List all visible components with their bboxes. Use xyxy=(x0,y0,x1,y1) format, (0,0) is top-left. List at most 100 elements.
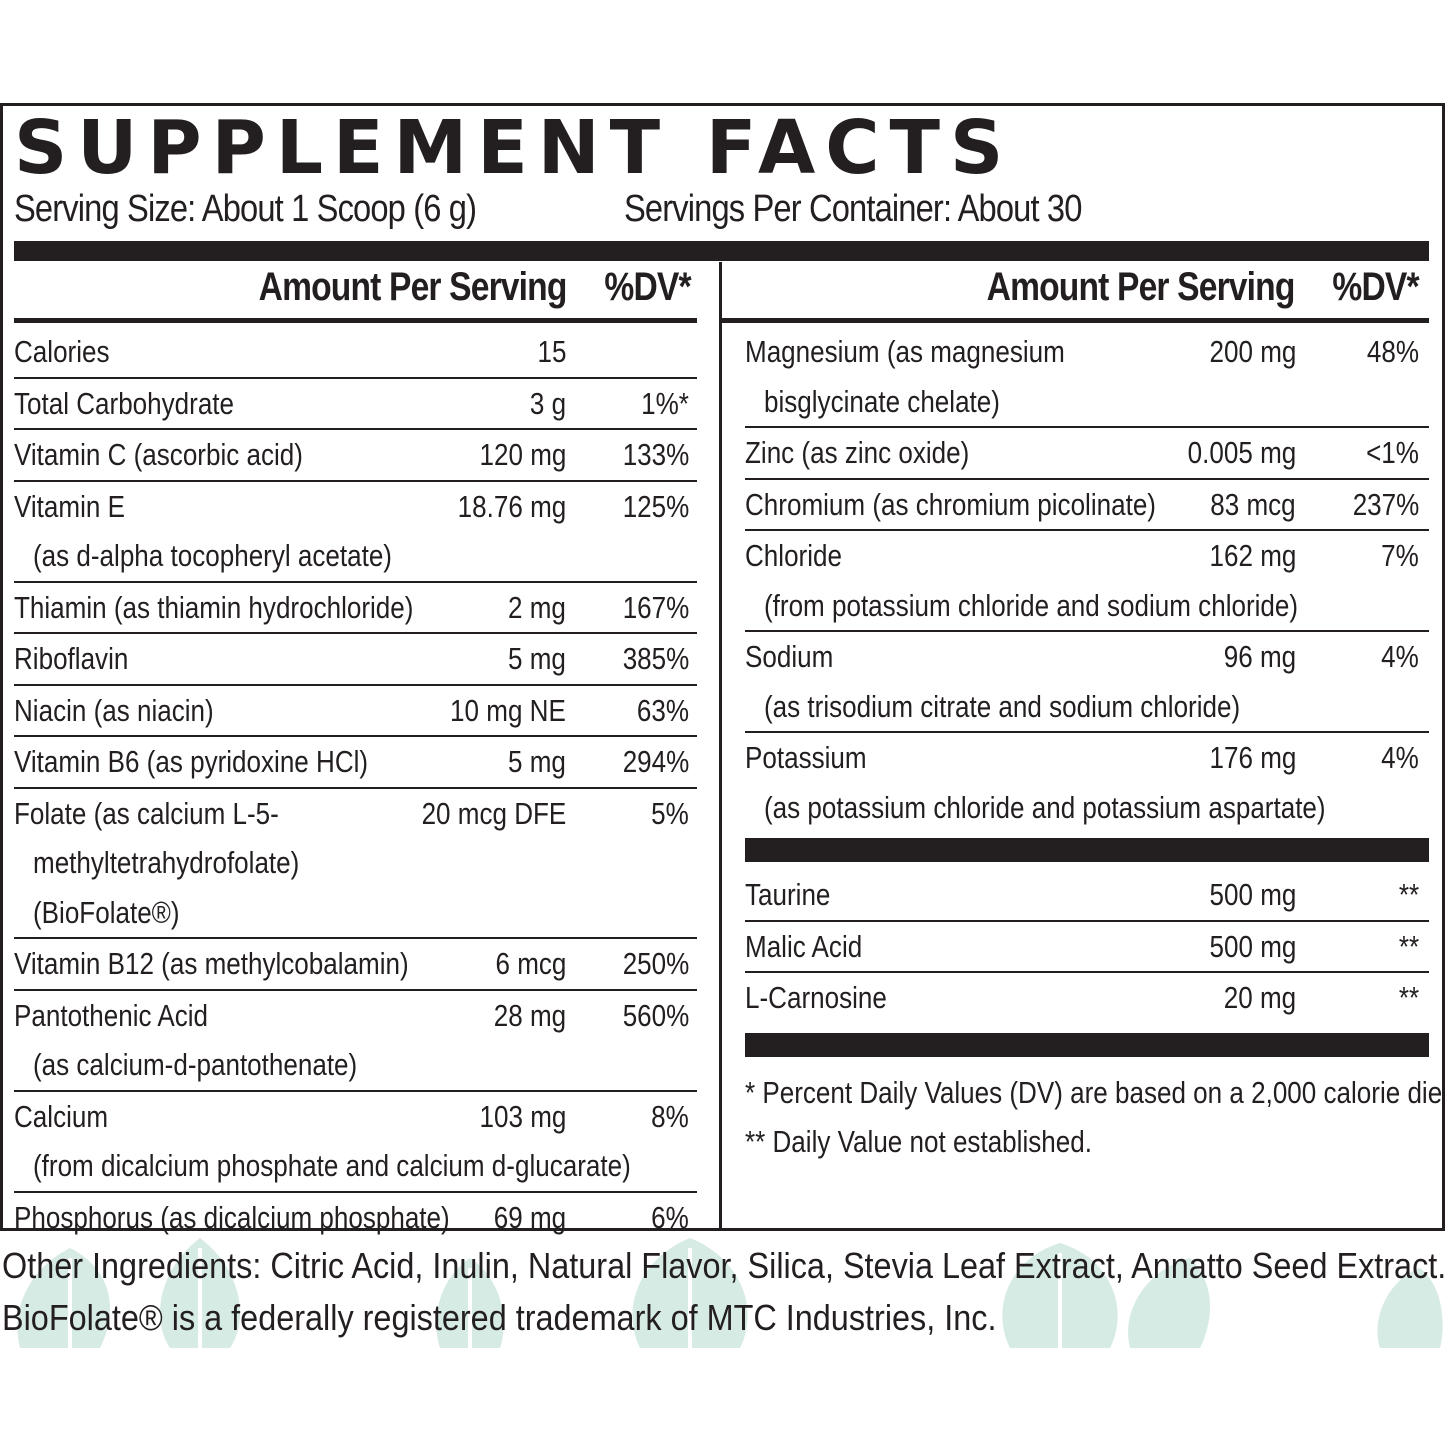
nutrient-source: bisglycinate chelate) xyxy=(764,383,1000,419)
nutrient-dv: 8% xyxy=(651,1098,689,1134)
nutrient-row: Phosphorus (as dicalcium phosphate) 69 mg… xyxy=(14,1193,697,1243)
left-header-rule xyxy=(14,318,697,323)
right-dv-header: %DV* xyxy=(1332,264,1420,309)
nutrient-name: Calories xyxy=(14,334,110,369)
nutrient-row: Calcium 103 mg 8% (from dicalcium phosphate… xyxy=(14,1092,697,1193)
nutrient-dv: 48% xyxy=(1366,334,1419,369)
nutrient-amount: 20 mg xyxy=(1223,980,1296,1015)
serving-size: Serving Size: About 1 Scoop (6 g) xyxy=(14,188,477,230)
right-column-header: Amount Per Serving %DV* xyxy=(745,262,1420,312)
nutrient-dv: ** xyxy=(1398,877,1419,912)
mid-divider-bar xyxy=(745,838,1429,862)
nutrient-dv: 1%* xyxy=(641,385,689,421)
nutrient-row: Vitamin C (ascorbic acid) 120 mg 133% xyxy=(14,430,697,482)
nutrient-amount: 120 mg xyxy=(479,437,566,472)
nutrient-amount: 15 xyxy=(537,334,566,369)
nutrient-dv: 7% xyxy=(1381,538,1419,573)
nutrient-source: (as d-alpha tocopheryl acetate) xyxy=(33,538,392,573)
footnote-not-established: ** Daily Value not established. xyxy=(745,1124,1092,1159)
nutrient-row: Vitamin B6 (as pyridoxine HCl) 5 mg 294% xyxy=(14,737,697,789)
nutrient-amount: 10 mg NE xyxy=(450,692,566,728)
left-amount-header: Amount Per Serving xyxy=(259,264,568,309)
panel-title: SUPPLEMENT FACTS xyxy=(14,105,1014,191)
nutrient-row: Total Carbohydrate 3 g 1%* xyxy=(14,379,697,430)
nutrient-source: (as trisodium citrate and sodium chlorid… xyxy=(764,688,1241,724)
nutrient-name: Pantothenic Acid xyxy=(14,997,209,1033)
nutrient-amount: 3 g xyxy=(529,385,566,421)
nutrient-amount: 20 mcg DFE xyxy=(421,795,566,831)
nutrient-amount: 176 mg xyxy=(1209,740,1296,775)
leaf-icon xyxy=(17,1238,1443,1348)
trademark-note: BioFolate® is a federally registered tra… xyxy=(2,1297,997,1338)
other-ingredients-table: Taurine 500 mg ** Malic Acid 500 mg ** L-Carno… xyxy=(745,870,1429,1023)
nutrient-name: Phosphorus (as dicalcium phosphate) xyxy=(14,1199,450,1235)
nutrient-name: L-Carnosine xyxy=(745,980,887,1015)
nutrient-name: Vitamin C (ascorbic acid) xyxy=(14,437,303,472)
nutrient-row: Potassium 176 mg 4% (as potassium chloride … xyxy=(745,733,1429,832)
nutrient-name: Chloride xyxy=(745,538,842,573)
nutrient-name: Taurine xyxy=(745,877,831,912)
nutrient-name: Potassium xyxy=(745,740,867,775)
nutrient-row: Thiamin (as thiamin hydrochloride) 2 mg 16… xyxy=(14,583,697,634)
nutrient-amount: 500 mg xyxy=(1209,928,1296,964)
nutrient-amount: 162 mg xyxy=(1209,538,1296,573)
nutrient-source: (BioFolate®) xyxy=(33,894,180,930)
top-divider-bar xyxy=(14,241,1429,261)
nutrient-amount: 2 mg xyxy=(508,589,566,625)
nutrient-dv: 4% xyxy=(1381,740,1419,775)
nutrient-name: Riboflavin xyxy=(14,641,129,676)
nutrient-amount: 96 mg xyxy=(1223,639,1296,674)
nutrient-name: Calcium xyxy=(14,1098,109,1134)
bottom-divider-bar xyxy=(745,1033,1429,1057)
nutrient-amount: 5 mg xyxy=(508,744,566,779)
nutrient-name: Niacin (as niacin) xyxy=(14,692,214,728)
left-column-header: Amount Per Serving %DV* xyxy=(14,262,692,312)
right-header-rule xyxy=(722,318,1429,323)
nutrient-amount: 500 mg xyxy=(1209,877,1296,912)
left-nutrient-table: Calories 15 Total Carbohydrate 3 g 1%* Vitami… xyxy=(14,327,697,1242)
nutrient-source: (from dicalcium phosphate and calcium d-… xyxy=(33,1148,631,1183)
nutrient-row: L-Carnosine 20 mg ** xyxy=(745,973,1429,1023)
nutrient-amount: 6 mcg xyxy=(495,946,566,981)
nutrient-amount: 0.005 mg xyxy=(1187,435,1296,470)
nutrient-dv: ** xyxy=(1398,928,1419,964)
nutrient-name: Vitamin B6 (as pyridoxine HCl) xyxy=(14,744,369,779)
nutrient-row: Chloride 162 mg 7% (from potassium chloride… xyxy=(745,531,1429,632)
nutrient-dv: 237% xyxy=(1352,486,1419,522)
right-nutrient-table: Magnesium (as magnesium 200 mg 48% bisglyci… xyxy=(745,327,1429,832)
nutrient-dv: 294% xyxy=(622,744,689,779)
nutrient-name: Folate (as calcium L-5- xyxy=(14,795,279,831)
nutrient-name: Zinc (as zinc oxide) xyxy=(745,435,970,470)
nutrient-row: Folate (as calcium L-5- 20 mcg DFE 5% methy… xyxy=(14,789,697,939)
nutrient-row: Riboflavin 5 mg 385% xyxy=(14,634,697,686)
nutrient-amount: 69 mg xyxy=(493,1199,566,1235)
nutrient-name: Vitamin B12 (as methylcobalamin) xyxy=(14,946,409,981)
footnote-dv: * Percent Daily Values (DV) are based on… xyxy=(745,1075,1445,1110)
nutrient-amount: 103 mg xyxy=(479,1098,566,1134)
nutrient-row: Calories 15 xyxy=(14,327,697,379)
nutrient-name: Total Carbohydrate xyxy=(14,385,235,421)
nutrient-source: (as potassium chloride and potassium asp… xyxy=(764,789,1326,825)
nutrient-dv: 250% xyxy=(622,946,689,981)
nutrient-row: Niacin (as niacin) 10 mg NE 63% xyxy=(14,686,697,737)
nutrient-dv: ** xyxy=(1398,980,1419,1015)
nutrient-name: Sodium xyxy=(745,639,834,674)
nutrient-row: Vitamin E 18.76 mg 125% (as d-alpha tocophe… xyxy=(14,482,697,583)
other-ingredients: Other Ingredients: Citric Acid, Inulin, … xyxy=(2,1245,1445,1286)
nutrient-name: Chromium (as chromium picolinate) xyxy=(745,486,1156,522)
nutrient-name: Thiamin (as thiamin hydrochloride) xyxy=(14,589,414,625)
nutrient-name: Malic Acid xyxy=(745,928,863,964)
nutrient-row: Zinc (as zinc oxide) 0.005 mg <1% xyxy=(745,428,1429,480)
nutrient-dv: 125% xyxy=(622,488,689,524)
nutrient-row: Malic Acid 500 mg ** xyxy=(745,922,1429,973)
servings-per-container: Servings Per Container: About 30 xyxy=(624,188,1082,230)
nutrient-source: (as calcium-d-pantothenate) xyxy=(33,1047,358,1082)
nutrient-dv: 385% xyxy=(622,641,689,676)
nutrient-amount: 5 mg xyxy=(508,641,566,676)
right-amount-header: Amount Per Serving xyxy=(987,264,1296,309)
nutrient-amount: 83 mcg xyxy=(1210,486,1296,522)
nutrient-dv: 4% xyxy=(1381,639,1419,674)
nutrient-dv: <1% xyxy=(1366,435,1419,470)
nutrient-source: (from potassium chloride and sodium chlo… xyxy=(764,587,1299,623)
nutrient-amount: 18.76 mg xyxy=(457,488,566,524)
